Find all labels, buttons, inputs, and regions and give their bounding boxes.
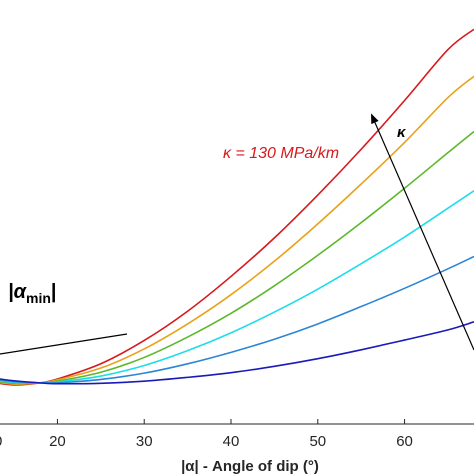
kappa-arrow-label: κ [397, 124, 407, 141]
x-tick-label: 50 [309, 433, 326, 450]
kappa-arrow [371, 113, 474, 351]
x-tick-label: 30 [136, 433, 153, 450]
x-tick-label: 60 [396, 433, 413, 450]
kappa-value-label: κ = 130 MPa/km [223, 145, 339, 162]
series-line-6 [0, 321, 474, 385]
svg-text:|αmin|: |αmin| [8, 281, 57, 306]
x-axis-title: |α| - Angle of dip (°) [181, 458, 319, 474]
series-line-1 [0, 28, 474, 386]
alpha-min-label-left: |α [8, 281, 28, 303]
series-line-2 [0, 75, 474, 386]
series-line-3 [0, 130, 474, 385]
x-tick-label: 40 [223, 433, 240, 450]
alpha-min-pointer-line [0, 333, 128, 355]
kappa-arrow-annotation: κ [371, 113, 474, 351]
x-tick-label-edge: 0 [0, 433, 2, 450]
series-lines [0, 28, 474, 386]
x-tick-label: 20 [49, 433, 66, 450]
x-axis-ticks: 20 30 40 50 60 [49, 419, 413, 450]
series-line-4 [0, 190, 474, 384]
series-line-5 [0, 255, 474, 384]
alpha-min-label-sub: min [26, 290, 51, 306]
alpha-min-label-right: | [51, 281, 57, 303]
alpha-min-annotation: |αmin| [0, 281, 128, 355]
